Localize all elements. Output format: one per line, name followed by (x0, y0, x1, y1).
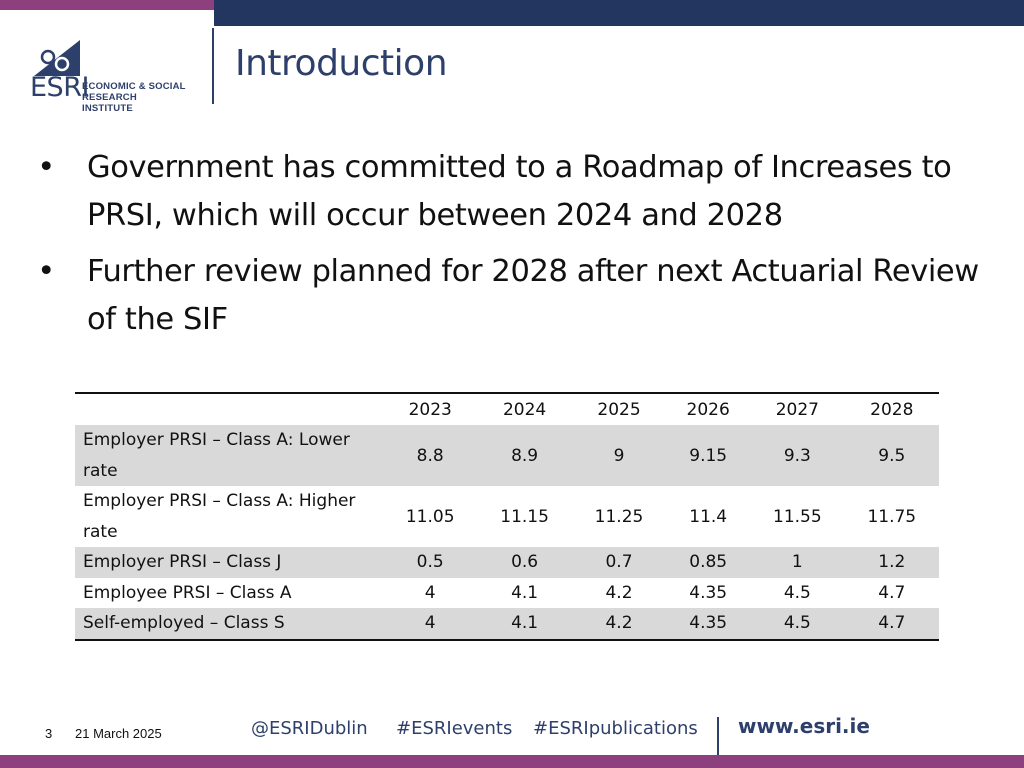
table-cell: 0.85 (689, 552, 728, 573)
table-cell: 8.9 (511, 445, 539, 466)
column-header-2025: 2025 (597, 399, 641, 420)
top-accent-bar-purple (0, 0, 214, 10)
table-cell: 4.35 (689, 613, 728, 634)
table-row: Employer PRSI – Class A: Lower rate 8.8 … (75, 425, 939, 486)
table-cell: 9 (613, 445, 625, 466)
logo-subtitle-line-1: ECONOMIC & SOCIAL (82, 81, 186, 92)
footer-website-url: www.esri.ie (738, 714, 870, 738)
table-cell: 4.2 (605, 613, 633, 634)
table-cell: 11.75 (867, 506, 917, 527)
row-label: Employer PRSI – Class J (83, 552, 282, 572)
footer-hashtag-events: #ESRIevents (396, 718, 513, 739)
bullet-text: Further review planned for 2028 after ne… (87, 254, 979, 337)
table-cell: 8.8 (416, 445, 444, 466)
table-cell: 4.2 (605, 582, 633, 603)
row-label: Self-employed – Class S (83, 613, 285, 633)
table-cell: 4 (424, 613, 436, 634)
bullet-item: • Further review planned for 2028 after … (36, 248, 996, 344)
table-header-row: 2023 2024 2025 2026 2027 2028 (75, 393, 939, 425)
table-cell: 4 (424, 582, 436, 603)
bullet-list: • Government has committed to a Roadmap … (36, 144, 996, 352)
esri-logo: ESRI ECONOMIC & SOCIAL RESEARCH INSTITUT… (30, 40, 190, 114)
bullet-item: • Government has committed to a Roadmap … (36, 144, 996, 240)
table-cell: 1.2 (878, 552, 906, 573)
table-cell: 0.7 (605, 552, 633, 573)
row-label: Employer PRSI – Class A: Lower rate (83, 430, 350, 481)
table-cell: 9.15 (689, 445, 728, 466)
table-cell: 4.5 (783, 582, 811, 603)
table-cell: 9.5 (878, 445, 906, 466)
row-label: Employee PRSI – Class A (83, 582, 292, 603)
top-accent-bar-navy (214, 0, 1024, 26)
footer-twitter-handle: @ESRIDublin (251, 718, 368, 739)
header-divider (212, 28, 214, 104)
table-row: Self-employed – Class S 4 4.1 4.2 4.35 4… (75, 608, 939, 640)
bullet-text: Government has committed to a Roadmap of… (87, 150, 952, 233)
table-cell: 11.15 (500, 506, 549, 527)
table-cell: 11.05 (405, 506, 455, 527)
column-header-label (75, 393, 383, 425)
table-cell: 4.5 (783, 613, 811, 634)
presentation-date: 21 March 2025 (75, 726, 162, 741)
table-row: Employer PRSI – Class A: Higher rate 11.… (75, 486, 939, 547)
table-cell: 11.4 (689, 506, 728, 527)
footer-divider (717, 717, 719, 755)
bullet-marker-icon: • (37, 150, 55, 185)
column-header-2026: 2026 (686, 399, 730, 420)
logo-subtitle-line-2: RESEARCH INSTITUTE (82, 92, 137, 114)
bullet-marker-icon: • (37, 254, 55, 289)
row-label: Employer PRSI – Class A: Higher rate (83, 491, 356, 542)
table-cell: 1 (791, 552, 803, 573)
table-cell: 0.6 (511, 552, 539, 573)
table-cell: 11.55 (773, 506, 822, 527)
prsi-rates-table: 2023 2024 2025 2026 2027 2028 Employer P… (75, 392, 939, 641)
table-cell: 9.3 (783, 445, 811, 466)
table-cell: 4.1 (511, 613, 539, 634)
logo-wordmark: ESRI (30, 72, 89, 103)
column-header-2023: 2023 (408, 399, 452, 420)
table-cell: 11.25 (594, 506, 644, 527)
table-row: Employee PRSI – Class A 4 4.1 4.2 4.35 4… (75, 578, 939, 609)
column-header-2024: 2024 (502, 399, 547, 420)
esri-logo-mark-icon (34, 40, 80, 76)
table-cell: 4.7 (878, 582, 906, 603)
footer-hashtag-publications: #ESRIpublications (533, 718, 698, 739)
page-number: 3 (45, 726, 53, 741)
table-row: Employer PRSI – Class J 0.5 0.6 0.7 0.85… (75, 547, 939, 578)
table-cell: 4.1 (511, 582, 539, 603)
table-cell: 4.35 (689, 582, 728, 603)
table-cell: 4.7 (878, 613, 906, 634)
column-header-2028: 2028 (870, 399, 914, 420)
bottom-accent-bar (0, 755, 1024, 768)
logo-subtitle: ECONOMIC & SOCIAL RESEARCH INSTITUTE (82, 81, 190, 114)
table-cell: 0.5 (416, 552, 444, 573)
column-header-2027: 2027 (775, 399, 819, 420)
slide-title: Introduction (235, 43, 448, 84)
